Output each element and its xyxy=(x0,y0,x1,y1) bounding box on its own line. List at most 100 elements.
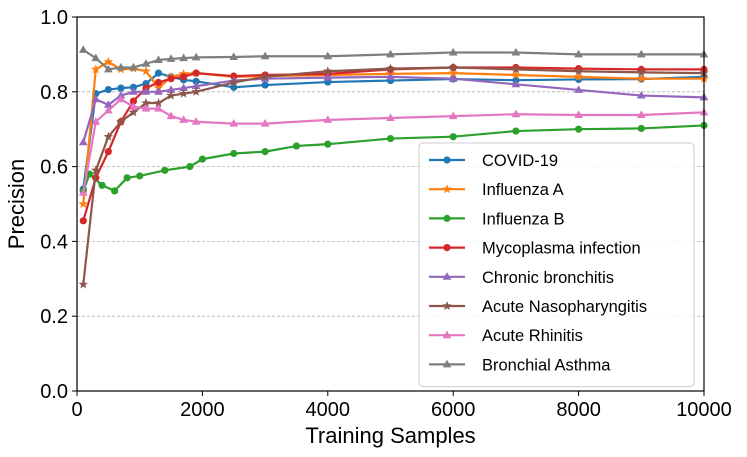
data-point xyxy=(636,67,647,77)
data-point xyxy=(166,111,176,120)
data-point xyxy=(448,62,458,72)
legend-swatch-marker xyxy=(443,214,451,222)
data-point xyxy=(511,69,521,80)
data-point xyxy=(91,64,101,74)
data-point xyxy=(79,217,87,225)
data-point xyxy=(141,59,151,67)
x-tick-label: 10000 xyxy=(676,399,732,421)
data-point xyxy=(448,111,458,120)
data-point xyxy=(129,97,138,105)
data-point xyxy=(166,85,176,93)
data-point xyxy=(154,69,163,77)
legend-item-covid-19: COVID-19 xyxy=(429,152,558,170)
data-point xyxy=(448,47,458,56)
data-point xyxy=(161,166,169,174)
data-point xyxy=(323,72,333,81)
plot-frame xyxy=(76,16,705,392)
x-axis-label: Training Samples xyxy=(305,423,475,448)
data-point xyxy=(386,72,395,80)
data-point xyxy=(78,279,89,289)
data-point xyxy=(323,115,333,123)
data-point xyxy=(574,49,583,58)
data-point xyxy=(636,49,646,58)
data-point xyxy=(128,107,139,117)
data-point xyxy=(103,131,114,141)
data-point xyxy=(574,110,583,118)
data-point xyxy=(116,94,126,103)
data-point xyxy=(573,71,584,81)
data-point xyxy=(574,85,583,93)
legend-swatch-marker xyxy=(442,272,452,280)
data-point xyxy=(129,102,138,110)
data-point xyxy=(78,45,88,53)
data-point xyxy=(386,49,395,58)
legend-label: Mycoplasma infection xyxy=(482,240,641,258)
x-tick-label: 6000 xyxy=(431,399,476,421)
data-point xyxy=(230,83,238,91)
data-point xyxy=(636,73,647,83)
y-tick-label: 0.0 xyxy=(40,381,68,403)
legend-item-acute-nasopharyngitis: Acute Nasopharyngitis xyxy=(429,298,647,316)
data-point xyxy=(636,90,646,99)
data-point xyxy=(167,75,175,83)
data-point xyxy=(141,98,151,108)
data-point xyxy=(228,77,239,87)
data-point xyxy=(166,54,176,62)
data-point xyxy=(229,52,239,61)
data-point xyxy=(116,116,126,126)
data-point xyxy=(178,88,189,98)
data-point xyxy=(91,117,101,125)
ticks-layer: 0.0 0.2 0.4 0.6 0.8 1.0 0 2000 4000 6000 8000 10000 xyxy=(40,7,732,421)
y-axis-label: Precision xyxy=(4,159,29,249)
data-point xyxy=(191,81,201,90)
data-point xyxy=(78,188,88,196)
data-point xyxy=(260,71,270,81)
legend-label: Influenza A xyxy=(482,181,564,199)
y-tick-label: 0.2 xyxy=(40,306,68,328)
data-point xyxy=(179,53,188,62)
data-point xyxy=(154,55,163,63)
y-tick-label: 0.6 xyxy=(40,157,68,179)
data-point xyxy=(154,87,163,95)
legend-item-influenza-a: Influenza A xyxy=(429,181,564,199)
data-point xyxy=(191,52,201,61)
y-tick-label: 0.8 xyxy=(40,82,68,104)
x-tick-label: 0 xyxy=(71,399,82,421)
legend-swatch-marker xyxy=(443,156,451,164)
data-point xyxy=(166,90,176,100)
data-point xyxy=(261,148,269,156)
data-point xyxy=(186,163,194,171)
legend-box xyxy=(418,142,695,388)
data-point xyxy=(129,62,138,71)
data-point xyxy=(637,124,645,133)
data-point xyxy=(191,117,201,125)
data-point xyxy=(448,74,458,82)
legend-item-mycoplasma-infection: Mycoplasma infection xyxy=(429,240,641,258)
data-point xyxy=(141,87,151,95)
data-point xyxy=(141,104,151,112)
legend-swatch-marker xyxy=(442,184,452,194)
data-point xyxy=(98,181,106,189)
data-point xyxy=(116,62,126,71)
data-point xyxy=(153,98,164,108)
data-point xyxy=(78,137,88,146)
x-tick-label: 2000 xyxy=(180,399,225,421)
legend-item-acute-rhinitis: Acute Rhinitis xyxy=(429,327,583,345)
legend-swatch-marker xyxy=(442,301,452,311)
data-point xyxy=(230,149,238,158)
data-point xyxy=(511,109,521,118)
data-point xyxy=(511,64,521,74)
data-point xyxy=(129,87,138,95)
data-point xyxy=(260,51,270,60)
data-point xyxy=(449,133,457,141)
data-point xyxy=(103,56,114,66)
x-tick-label: 8000 xyxy=(556,399,601,421)
data-point xyxy=(91,53,101,62)
legend: COVID-19 Influenza A Influenza B Mycoplasma… xyxy=(418,142,695,388)
data-point xyxy=(91,165,101,175)
data-point xyxy=(192,69,200,77)
data-point xyxy=(136,172,144,180)
data-point xyxy=(323,66,333,76)
data-point xyxy=(386,113,395,121)
